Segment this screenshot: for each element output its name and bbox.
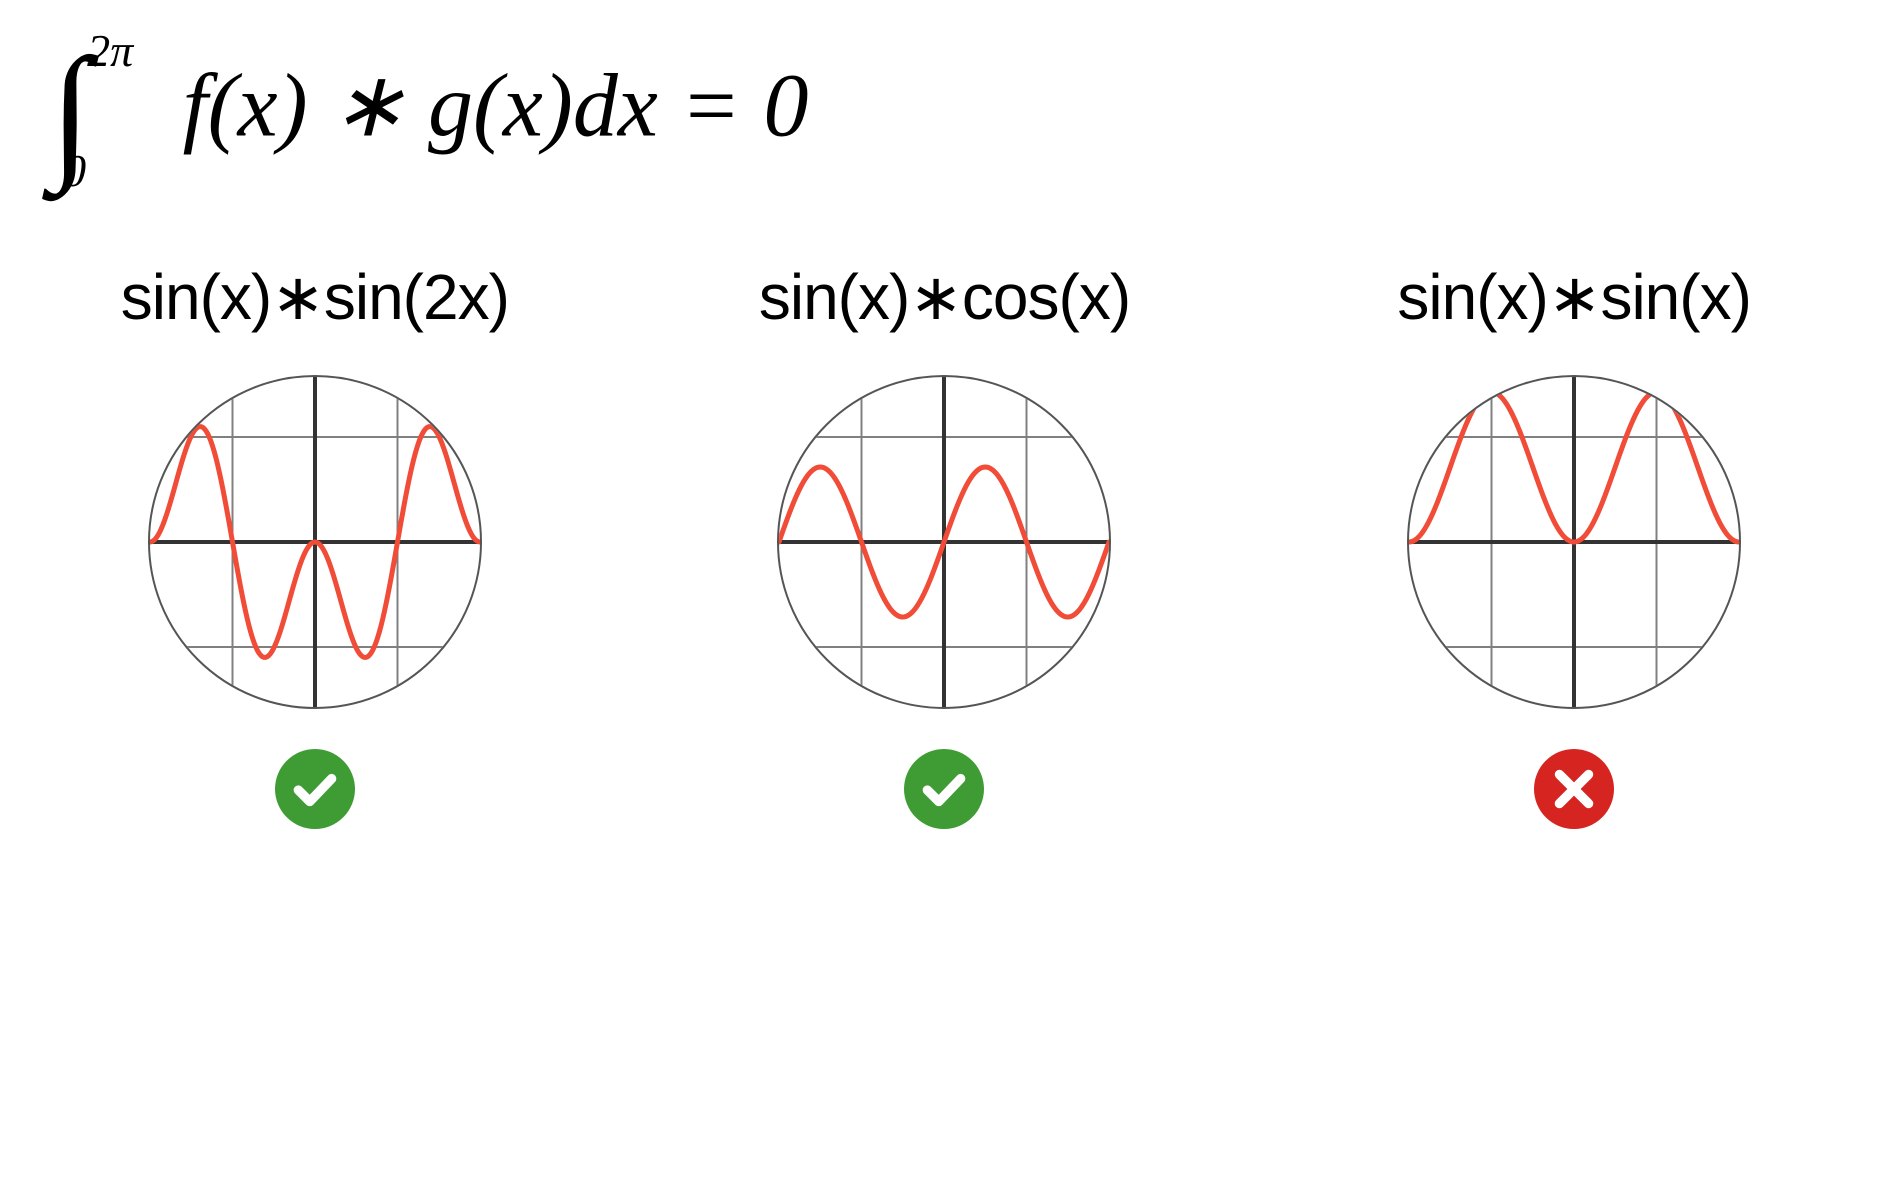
panel-sinx_sin2x: sin(x)∗sin(2x) xyxy=(35,260,595,829)
panel-sinx_cosx: sin(x)∗cos(x) xyxy=(664,260,1224,829)
check-icon xyxy=(275,749,355,829)
integral-upper: 2π xyxy=(87,25,133,76)
panels-row: sin(x)∗sin(2x) sin(x)∗cos(x) sin(x)∗sin(… xyxy=(0,260,1889,829)
check-icon xyxy=(904,749,984,829)
panel-title: sin(x)∗sin(2x) xyxy=(121,260,509,335)
integral-lower: 0 xyxy=(63,145,86,196)
orthogonality-formula: ∫2π0 f(x) ∗ g(x)dx = 0 xyxy=(50,40,809,190)
cross-icon xyxy=(1534,749,1614,829)
function-plot xyxy=(148,375,482,709)
function-plot xyxy=(1407,375,1741,709)
function-plot xyxy=(777,375,1111,709)
panel-sinx_sinx: sin(x)∗sin(x) xyxy=(1294,260,1854,829)
integral-body: f(x) ∗ g(x)dx = 0 xyxy=(160,57,808,156)
panel-title: sin(x)∗cos(x) xyxy=(759,260,1130,335)
panel-title: sin(x)∗sin(x) xyxy=(1397,260,1751,335)
